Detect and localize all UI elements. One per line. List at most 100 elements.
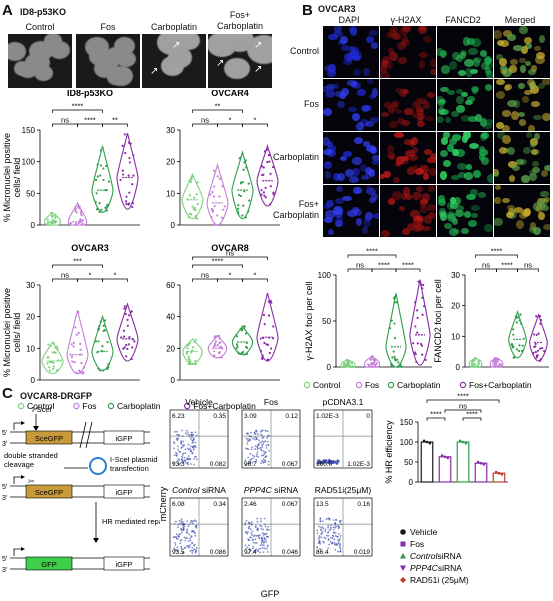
nucleus — [371, 88, 379, 97]
nucleus — [427, 157, 436, 163]
panel-c-cell-line: OVCAR8-DRGFP — [20, 391, 93, 401]
nucleus — [400, 192, 408, 201]
data-point — [76, 205, 80, 208]
nucleus — [400, 39, 411, 47]
nucleus — [344, 169, 354, 178]
data-point — [128, 336, 131, 339]
data-point — [268, 160, 271, 163]
y-tick-label: 150 — [400, 418, 414, 427]
event-dot — [262, 541, 265, 544]
event-dot — [189, 543, 192, 546]
event-dot — [252, 546, 255, 548]
nucleus — [472, 58, 481, 68]
nucleus — [366, 185, 374, 192]
nucleus — [419, 165, 429, 174]
data-point — [126, 324, 129, 327]
data-point — [95, 192, 98, 195]
nucleus — [389, 120, 399, 128]
event-dot — [173, 454, 176, 457]
quadrant-ur: 0.16 — [357, 501, 370, 508]
flow-plot: pCDNA3.1 1.02E-3 0 100.0 1.02E-3 — [313, 397, 373, 469]
nucleus — [341, 88, 349, 96]
data-point — [54, 346, 57, 349]
event-dot — [244, 459, 247, 462]
data-point — [81, 222, 84, 226]
legend-label: Vehicle — [410, 527, 438, 537]
event-dot — [183, 547, 186, 549]
nucleus — [535, 56, 545, 65]
data-point — [97, 367, 100, 370]
data-point — [266, 160, 269, 164]
event-dot — [268, 449, 270, 452]
data-point — [79, 370, 82, 374]
nucleus — [516, 220, 525, 229]
data-point — [272, 325, 275, 328]
event-dot — [261, 429, 264, 432]
data-point — [269, 299, 272, 303]
event-dot — [186, 447, 189, 450]
event-dot — [177, 437, 180, 440]
promoter-arrow — [13, 476, 22, 484]
flow-y-label: mCherry — [160, 486, 168, 521]
event-dot — [317, 460, 320, 463]
violin-shape — [385, 293, 407, 368]
nucleus — [448, 137, 457, 145]
data-point — [491, 360, 495, 363]
nucleus — [396, 118, 406, 125]
event-dot — [254, 448, 257, 450]
event-dot — [320, 462, 323, 465]
arrow-icon: ↗ — [150, 66, 159, 77]
nucleus — [323, 148, 333, 155]
data-point — [538, 315, 542, 318]
event-dot — [250, 448, 253, 451]
nucleus — [469, 69, 479, 75]
data-point — [128, 202, 131, 205]
violin-shape — [181, 172, 204, 220]
data-point — [446, 456, 450, 460]
event-dot — [251, 461, 254, 464]
event-dot — [316, 532, 319, 535]
nucleus — [451, 110, 459, 117]
data-point — [343, 365, 346, 369]
nucleus — [349, 175, 359, 183]
event-dot — [180, 529, 183, 531]
event-dot — [255, 438, 258, 441]
event-dot — [338, 526, 341, 529]
micrograph-image: ↗ ↗ ↗ — [208, 34, 272, 88]
significance-label: ns — [459, 402, 467, 411]
data-point — [187, 362, 190, 366]
event-dot — [256, 445, 259, 448]
event-dot — [317, 538, 320, 541]
nucleus — [464, 58, 475, 67]
data-point — [240, 352, 243, 355]
event-dot — [263, 537, 266, 540]
event-dot — [185, 531, 188, 534]
event-dot — [248, 460, 250, 463]
event-dot — [196, 458, 198, 461]
nucleus — [446, 89, 456, 95]
quadrant-lr: 0.086 — [210, 549, 227, 556]
event-dot — [324, 528, 327, 531]
legend-marker — [17, 402, 25, 410]
panel-b-cell-line: OVCAR3 — [318, 4, 356, 14]
data-point — [263, 323, 266, 326]
data-point — [132, 154, 135, 157]
significance-label: * — [254, 271, 257, 280]
nucleus — [383, 170, 392, 179]
panel-a-legend: Control Fos Carboplatin Fos+Carboplatin — [17, 401, 256, 411]
event-dot — [249, 549, 252, 552]
nucleus — [460, 228, 469, 234]
violin-shape — [529, 313, 548, 362]
nucleus — [442, 159, 451, 167]
nucleus — [513, 206, 524, 213]
nucleus — [371, 42, 379, 50]
data-point — [264, 186, 267, 189]
data-point — [48, 369, 52, 372]
data-point — [416, 309, 419, 312]
data-point — [539, 319, 543, 322]
event-dot — [251, 530, 254, 533]
event-dot — [338, 539, 341, 542]
event-dot — [327, 526, 329, 529]
quadrant-lr: 0.082 — [210, 461, 227, 468]
event-dot — [333, 538, 336, 541]
